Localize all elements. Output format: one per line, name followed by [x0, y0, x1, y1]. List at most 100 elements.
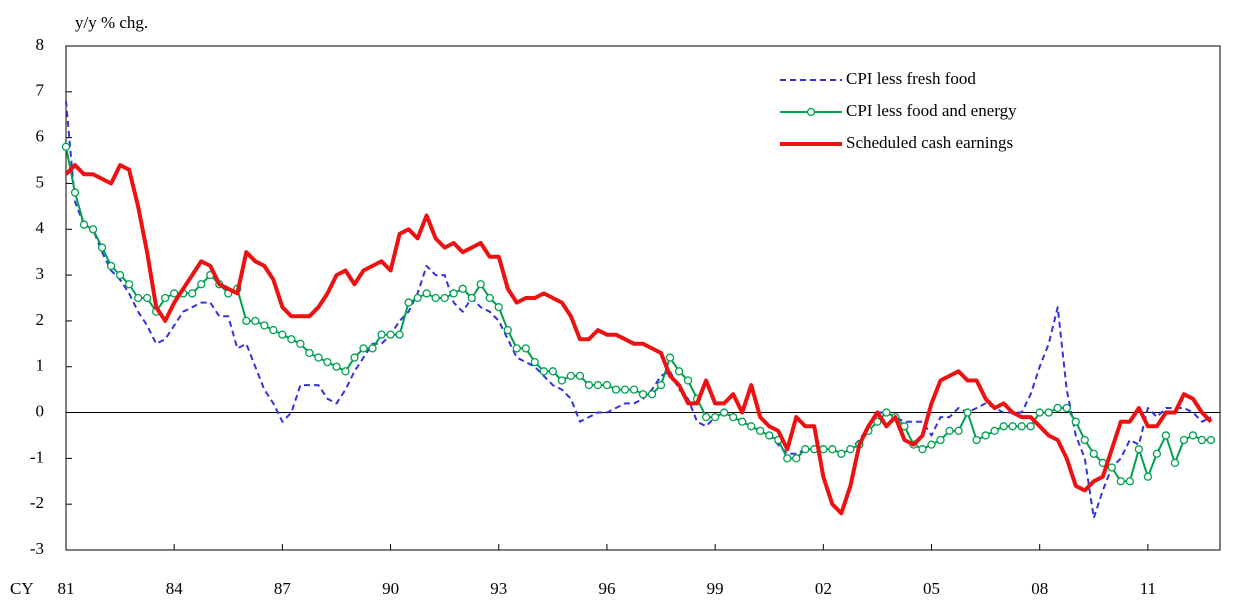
- series-marker: [278, 330, 287, 339]
- series-marker: [422, 289, 431, 298]
- series-marker: [801, 445, 810, 454]
- series-line: [65, 100, 1212, 519]
- series-marker: [719, 408, 729, 417]
- series-marker: [927, 440, 936, 449]
- series-marker: [1143, 472, 1153, 481]
- series-marker: [1188, 431, 1198, 440]
- series-marker: [79, 220, 89, 229]
- series-marker: [88, 225, 98, 234]
- legend-label: CPI less food and energy: [846, 101, 1017, 120]
- plot-frame: [65, 45, 1221, 551]
- y-tick-label: 1: [36, 356, 45, 375]
- series-marker: [738, 417, 747, 426]
- series-marker: [674, 367, 684, 376]
- y-tick-label: -3: [30, 539, 44, 558]
- series-marker: [710, 412, 720, 422]
- series-marker: [188, 289, 197, 298]
- series-marker: [828, 445, 837, 454]
- series-marker: [197, 280, 206, 289]
- series-marker: [638, 390, 648, 399]
- x-tick-label: 99: [707, 579, 724, 598]
- series-marker: [936, 435, 945, 445]
- series-marker: [819, 445, 828, 454]
- series-line: [64, 163, 1213, 516]
- y-tick-label: 4: [36, 218, 45, 237]
- series-marker: [476, 280, 485, 289]
- legend-marker: [806, 107, 816, 117]
- series-marker: [142, 293, 152, 303]
- series-marker: [133, 293, 143, 303]
- x-tick-label: 84: [166, 579, 184, 598]
- series-marker: [458, 284, 467, 293]
- series-marker: [61, 142, 71, 151]
- series-marker: [404, 298, 413, 307]
- series-marker: [566, 371, 576, 381]
- x-tick-label: 02: [815, 579, 832, 598]
- series-marker: [1071, 417, 1080, 426]
- x-tick-label: 96: [598, 579, 615, 598]
- series-marker: [260, 321, 269, 330]
- series-marker: [368, 344, 377, 353]
- series-marker: [756, 426, 765, 436]
- series-marker: [124, 280, 134, 289]
- y-tick-label: -1: [30, 447, 44, 466]
- series-marker: [629, 385, 639, 394]
- series-marker: [521, 344, 530, 353]
- series-marker: [575, 371, 585, 381]
- series-marker: [548, 367, 557, 376]
- series-marker: [1161, 431, 1171, 440]
- y-tick-label: 2: [36, 310, 45, 329]
- series-marker: [665, 353, 675, 362]
- series-marker: [602, 380, 612, 390]
- series-marker: [494, 303, 503, 312]
- series-marker: [557, 376, 567, 385]
- series-marker: [440, 293, 449, 303]
- series-marker: [530, 357, 539, 367]
- series-marker: [882, 408, 891, 417]
- y-tick-label: 6: [36, 127, 45, 146]
- x-tick-label: 93: [490, 579, 507, 598]
- series-marker: [972, 435, 981, 445]
- series-marker: [413, 293, 422, 303]
- y-tick-label: 8: [36, 35, 45, 54]
- series-marker: [503, 325, 512, 335]
- series-marker: [729, 412, 738, 422]
- series-marker: [386, 330, 395, 339]
- series-marker: [1035, 408, 1044, 417]
- series-marker: [431, 293, 440, 303]
- series-marker: [981, 431, 990, 440]
- series-marker: [1017, 422, 1026, 431]
- series-marker: [1062, 403, 1071, 413]
- series-marker: [945, 426, 954, 436]
- series-marker: [1197, 435, 1207, 445]
- y-tick-label: 5: [36, 172, 45, 191]
- series-marker: [1089, 449, 1098, 458]
- series-marker: [656, 380, 666, 390]
- series-marker: [97, 243, 107, 252]
- y-axis-label: y/y % chg.: [75, 13, 148, 32]
- series-marker: [305, 348, 314, 358]
- series-marker: [1206, 435, 1216, 445]
- series-marker: [1107, 463, 1116, 472]
- series-marker: [837, 449, 846, 458]
- series-marker: [701, 412, 711, 422]
- series-marker: [512, 344, 521, 353]
- legend-label: Scheduled cash earnings: [846, 133, 1013, 152]
- series-marker: [106, 261, 116, 271]
- series-marker: [242, 316, 251, 326]
- series-marker: [1125, 477, 1134, 486]
- x-tick-label: 11: [1140, 579, 1156, 598]
- series-line: [65, 146, 1211, 483]
- series-marker: [765, 431, 774, 440]
- series-marker: [954, 426, 963, 436]
- x-axis-label: CY: [10, 579, 34, 598]
- series-marker: [377, 330, 386, 339]
- series-marker: [269, 325, 278, 335]
- series-marker: [539, 367, 548, 376]
- x-tick-label: 05: [923, 579, 940, 598]
- series-marker: [1179, 435, 1189, 445]
- series-marker: [70, 188, 80, 197]
- x-tick-label: 81: [58, 579, 75, 598]
